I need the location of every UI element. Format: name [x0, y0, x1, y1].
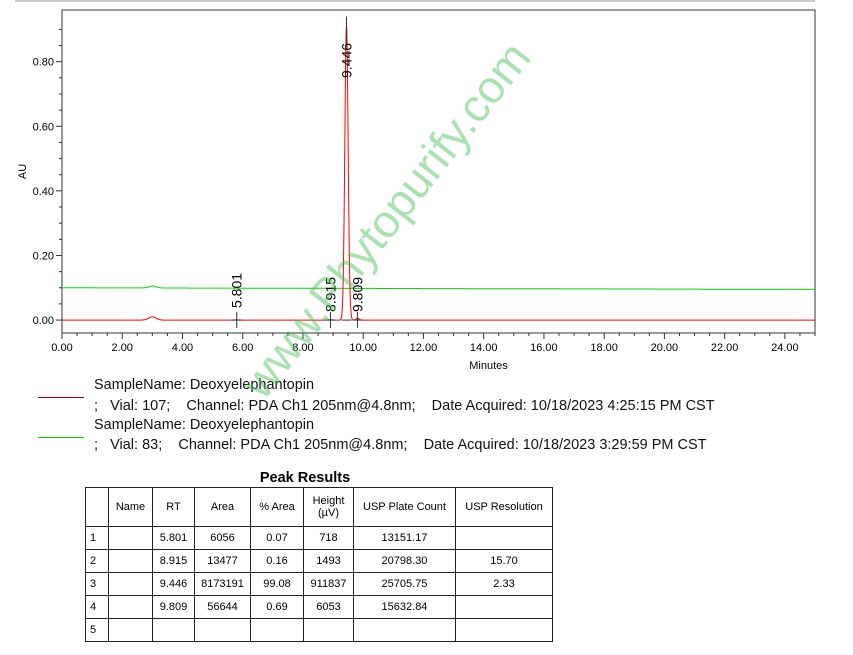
table-cell: 1: [85, 526, 109, 550]
table-cell: 0.69: [250, 595, 304, 619]
table-cell: [108, 618, 153, 642]
peak-results-table: Name RT Area% Area Height (µV) USP Plate Cou…: [85, 487, 553, 642]
table-row: 4 9.809 56644 0.69 6053 15632.84: [85, 595, 553, 619]
x-tick-label: 6.00: [232, 342, 253, 354]
plot-frame: [61, 9, 816, 334]
table-cell: USP Resolution: [455, 487, 553, 527]
y-tick-label: 0.00: [33, 315, 54, 327]
table-row: 5: [85, 618, 553, 642]
x-tick-label: 24.00: [771, 342, 799, 354]
table-cell: 6056: [194, 526, 251, 550]
table-cell: USP Plate Count: [353, 487, 456, 527]
x-axis-label: Minutes: [469, 360, 508, 372]
table-cell: RT: [152, 487, 195, 527]
y-axis-label: AU: [17, 164, 29, 179]
table-cell: [455, 595, 553, 619]
legend-line-2: [38, 437, 84, 438]
table-cell: 2: [85, 549, 109, 573]
table-cell: 8.915: [152, 549, 195, 573]
table-cell: Name: [108, 487, 153, 527]
table-cell: [108, 572, 153, 596]
table-cell: [108, 526, 153, 550]
table-cell: 4: [85, 595, 109, 619]
table-cell: [455, 526, 553, 550]
x-tick-label: 8.00: [292, 342, 313, 354]
y-tick-label: 0.80: [33, 57, 54, 69]
legend-line1-2: SampleName: Deoxyelephantopin: [94, 417, 315, 433]
legend-line2-2: ; Vial: 83; Channel: PDA Ch1 205nm@4.8nm…: [94, 437, 707, 453]
x-tick-label: 20.00: [651, 342, 679, 354]
table-cell: 718: [303, 526, 354, 550]
x-tick-label: 22.00: [711, 342, 739, 354]
y-tick-label: 0.20: [33, 250, 54, 262]
chromatogram-chart: 0.00 2.00 4.00 6.00 8.00 10.00 12.00 14.00 16.00…: [15, 0, 816, 372]
table-cell: [152, 618, 195, 642]
table-cell: [303, 618, 354, 642]
table-row: 3 9.446 8173191 99.08 911837 25705.75 2.33: [85, 572, 553, 596]
x-tick-label: 2.00: [112, 342, 133, 354]
x-tick-label: 18.00: [590, 342, 618, 354]
series-line: [62, 285, 815, 290]
table-cell: 15632.84: [353, 595, 456, 619]
table-cell: 9.809: [152, 595, 195, 619]
table-cell: Height (µV): [303, 487, 354, 527]
table-cell: [194, 618, 251, 642]
table-row: 2 8.915 13477 0.16 1493 20798.30 15.70: [85, 549, 553, 573]
table-cell: 0.16: [250, 549, 304, 573]
table-cell: [108, 595, 153, 619]
table-cell: 20798.30: [353, 549, 456, 573]
table-cell: 5: [85, 618, 109, 642]
peak-label: 8.915: [323, 277, 339, 312]
table-cell: [250, 618, 304, 642]
table-cell: [108, 549, 153, 573]
table-cell: 25705.75: [353, 572, 456, 596]
table-cell: 5.801: [152, 526, 195, 550]
table-cell: 13477: [194, 549, 251, 573]
x-tick-label: 4.00: [172, 342, 193, 354]
table-cell: 0.07: [250, 526, 304, 550]
x-tick-label: 12.00: [410, 342, 438, 354]
table-cell: 56644: [194, 595, 251, 619]
table-title: Peak Results: [259, 470, 351, 486]
legend-line2-1: ; Vial: 107; Channel: PDA Ch1 205nm@4.8n…: [94, 398, 715, 414]
table-cell: [455, 618, 553, 642]
legend-line-1: [38, 397, 84, 398]
series-line: [62, 26, 815, 321]
table-header-row: Name RT Area% Area Height (µV) USP Plate Cou…: [85, 487, 553, 527]
table-cell: 1493: [303, 549, 354, 573]
peak-label: 9.446: [339, 43, 355, 78]
x-tick-label: 14.00: [470, 342, 498, 354]
table-cell: 911837: [303, 572, 354, 596]
y-tick-label: 0.40: [33, 186, 54, 198]
y-tick-label: 0.60: [33, 121, 54, 133]
table-cell: Area: [194, 487, 251, 527]
table-cell: 15.70: [455, 549, 553, 573]
table-cell: 3: [85, 572, 109, 596]
peak-label: 5.801: [229, 273, 245, 308]
table-cell: 9.446: [152, 572, 195, 596]
peak-label: 9.809: [349, 277, 365, 312]
table-cell: [85, 487, 109, 527]
x-tick-label: 16.00: [530, 342, 558, 354]
table-cell: 6053: [303, 595, 354, 619]
x-tick-label: 0.00: [51, 342, 72, 354]
table-cell: 99.08: [250, 572, 304, 596]
x-tick-label: 10.00: [349, 342, 377, 354]
table-cell: 13151.17: [353, 526, 456, 550]
table-row: 1 5.801 6056 0.07 718 13151.17: [85, 526, 553, 550]
table-cell: 2.33: [455, 572, 553, 596]
table-cell: 8173191: [194, 572, 251, 596]
table-cell: [353, 618, 456, 642]
legend-line1-1: SampleName: Deoxyelephantopin: [94, 377, 315, 393]
table-cell: % Area: [250, 487, 304, 527]
